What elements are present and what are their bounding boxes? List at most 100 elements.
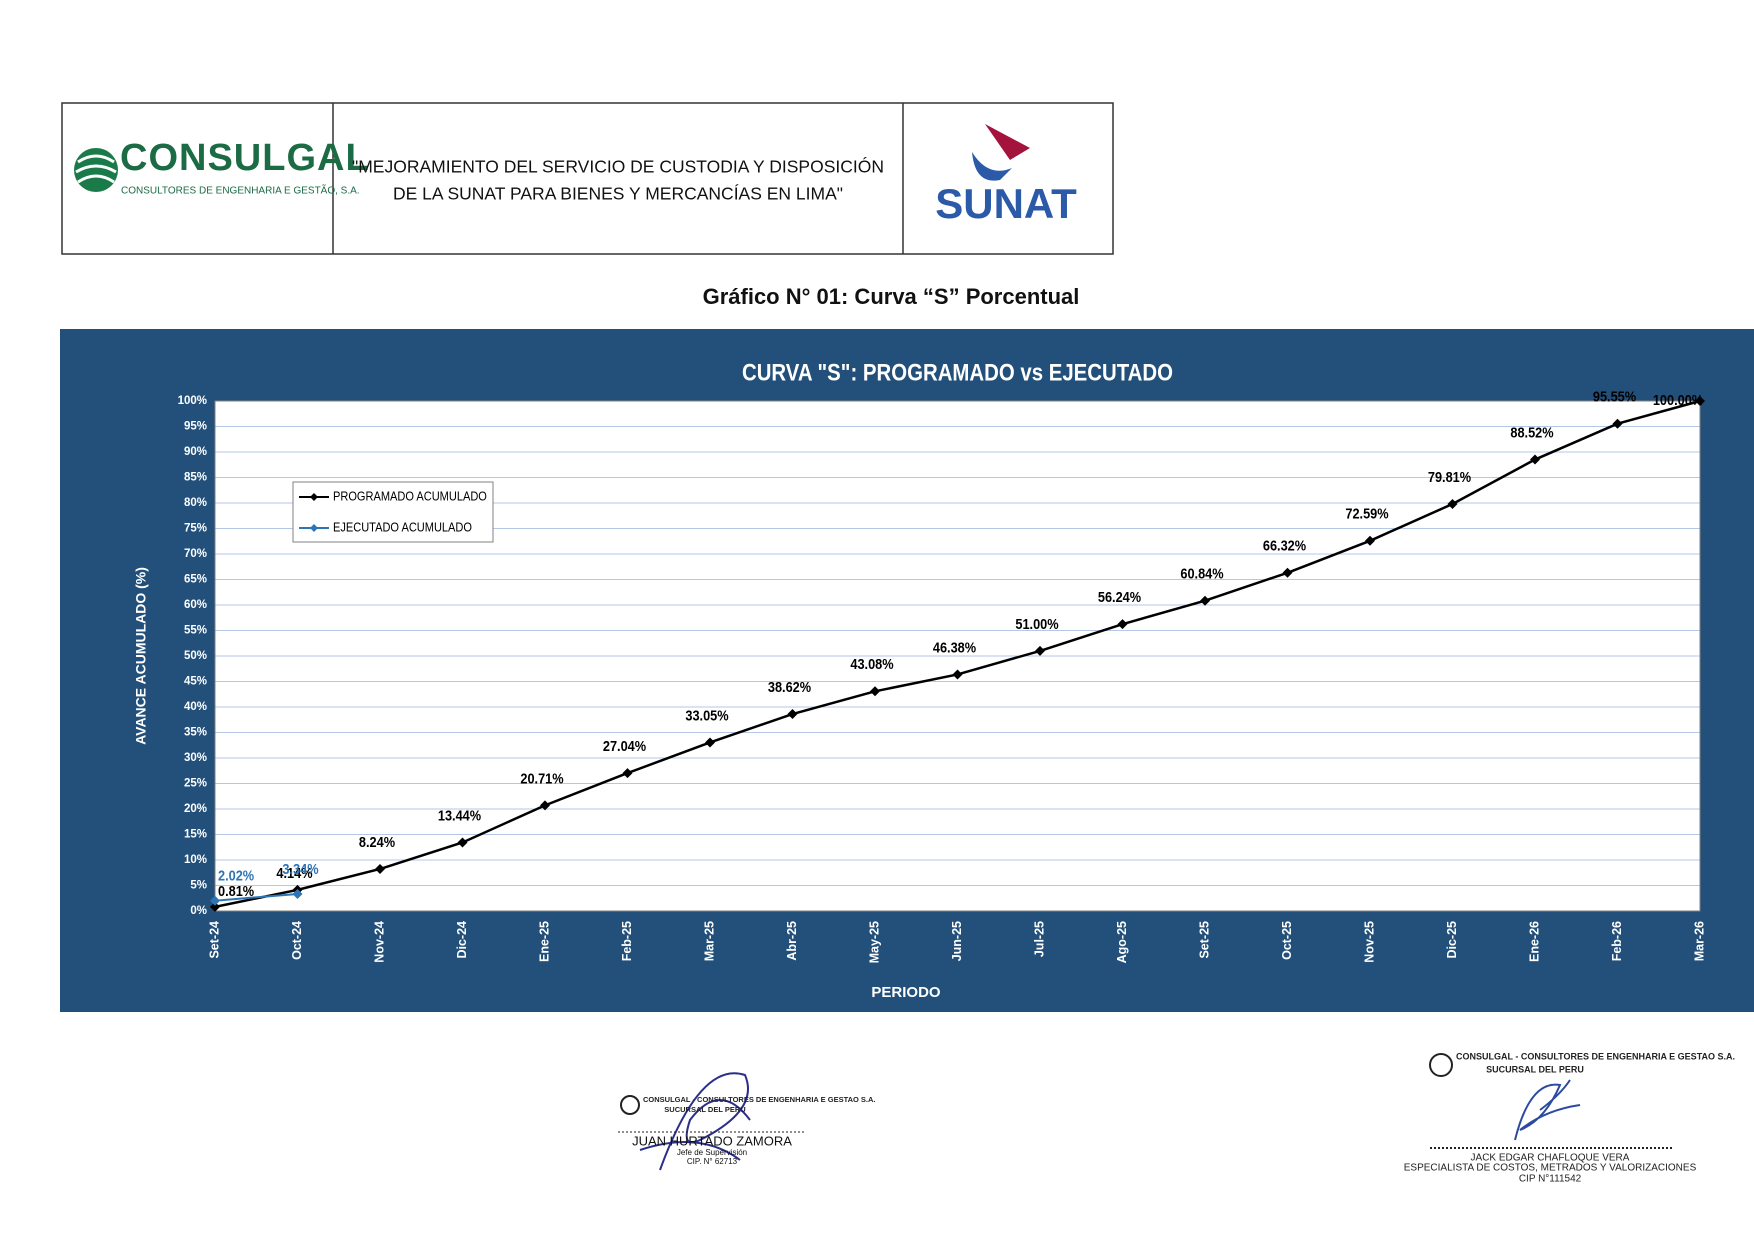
x-tick-label: Ene-26 [1527, 921, 1541, 962]
data-point [787, 709, 798, 720]
legend-marker [310, 524, 318, 532]
data-label: 38.62% [768, 678, 811, 695]
y-tick-label: 10% [184, 854, 207, 866]
project-title: DE LA SUNAT PARA BIENES Y MERCANCÍAS EN … [393, 184, 843, 204]
data-label: 13.44% [438, 806, 481, 823]
figure-caption: Gráfico N° 01: Curva “S” Porcentual [703, 284, 1080, 309]
data-label: 79.81% [1428, 468, 1471, 485]
data-point [1695, 396, 1705, 406]
chart: CURVA "S": PROGRAMADO vs EJECUTADO PERIOD… [133, 359, 1707, 1001]
project-title: "MEJORAMIENTO DEL SERVICIO DE CUSTODIA Y… [352, 156, 884, 177]
chart-title: CURVA "S": PROGRAMADO vs EJECUTADO [742, 359, 1173, 386]
data-label: 3.34% [282, 860, 318, 877]
data-label: 66.32% [1263, 537, 1306, 554]
data-label: 8.24% [359, 833, 395, 850]
y-tick-label: 85% [184, 472, 207, 484]
y-tick-label: 50% [184, 650, 207, 662]
data-point [952, 669, 963, 680]
data-label: 56.24% [1098, 588, 1141, 605]
y-tick-label: 45% [184, 676, 207, 688]
data-point [1530, 454, 1540, 465]
signature-cip: CIP. N° 62713 [687, 1157, 738, 1166]
data-point [1447, 498, 1458, 509]
data-label: 4.14% [276, 864, 312, 881]
y-tick-label: 90% [184, 446, 207, 458]
sunat-name: SUNAT [935, 180, 1077, 227]
data-point [870, 686, 880, 697]
x-tick-label: Jun-25 [950, 921, 964, 961]
x-tick-label: Ene-25 [537, 921, 551, 962]
data-point [1612, 418, 1623, 429]
data-point [622, 768, 633, 779]
signature-scribble [639, 1072, 751, 1171]
x-tick-label: Nov-24 [372, 921, 386, 963]
signature-role: ESPECIALISTA DE COSTOS, METRADOS Y VALOR… [1404, 1163, 1697, 1174]
y-tick-label: 75% [184, 523, 207, 535]
x-tick-label: Abr-25 [785, 921, 799, 961]
y-tick-label: 100% [178, 395, 207, 407]
series-line [214, 892, 298, 902]
data-point [210, 901, 220, 912]
signature-cip: CIP N°111542 [1519, 1174, 1582, 1185]
x-tick-label: Ago-25 [1115, 921, 1129, 963]
legend-box [292, 481, 494, 543]
x-tick-label: Feb-25 [620, 921, 634, 961]
x-tick-label: Jul-25 [1032, 921, 1046, 957]
data-point [705, 737, 715, 748]
data-label: 20.71% [520, 769, 563, 786]
x-tick-label: Dic-24 [455, 921, 469, 959]
y-tick-label: 95% [184, 421, 207, 433]
x-tick-label: Mar-26 [1692, 921, 1706, 961]
data-label: 27.04% [603, 737, 646, 754]
plot-border [214, 400, 1701, 912]
data-label: 51.00% [1015, 615, 1058, 632]
data-point [540, 800, 550, 811]
y-tick-label: 55% [184, 625, 207, 637]
data-label: 43.08% [850, 655, 893, 672]
signature-left: CONSULGAL - CONSULTORES DE ENGENHARIA E … [618, 1072, 876, 1171]
signature-scribble [1514, 1079, 1581, 1141]
data-label: 2.02% [218, 867, 254, 884]
signature-company: CONSULGAL - CONSULTORES DE ENGENHARIA E … [643, 1095, 876, 1104]
y-tick-label: 5% [190, 880, 207, 892]
data-label: 60.84% [1180, 565, 1223, 582]
data-point [1365, 535, 1375, 546]
y-tick-label: 70% [184, 548, 207, 560]
data-label: 33.05% [685, 706, 728, 723]
data-label: 100.00% [1653, 391, 1703, 408]
y-tick-label: 25% [184, 778, 207, 790]
data-label: 72.59% [1345, 505, 1388, 522]
signature-right: CONSULGAL - CONSULTORES DE ENGENHARIA E … [1404, 1051, 1735, 1184]
data-point [1117, 619, 1128, 630]
consulgal-name: CONSULGAL [120, 137, 370, 179]
y-tick-label: 80% [184, 497, 207, 509]
x-tick-label: Dic-25 [1445, 921, 1459, 959]
sunat-mark [972, 152, 1012, 181]
x-tick-label: Set-24 [207, 921, 221, 959]
header-frame [61, 102, 1114, 255]
legend-marker [310, 493, 318, 501]
consulgal-subtitle: CONSULTORES DE ENGENHARIA E GESTÃO, S.A. [121, 184, 360, 197]
y-tick-label: 15% [184, 829, 207, 841]
y-tick-label: 20% [184, 803, 207, 815]
y-tick-label: 0% [190, 905, 207, 917]
data-point [210, 895, 220, 906]
legend-label: PROGRAMADO ACUMULADO [333, 489, 487, 504]
signature-role: Jefe de Supervisión [677, 1148, 747, 1157]
header: CONSULGAL CONSULTORES DE ENGENHARIA E GE… [61, 102, 1114, 255]
signature-branch: SUCURSAL DEL PERU [664, 1105, 745, 1114]
data-point [457, 837, 468, 848]
y-tick-label: 30% [184, 752, 207, 764]
x-tick-label: Oct-25 [1280, 921, 1294, 960]
x-axis-label: PERIODO [871, 984, 941, 1001]
x-tick-label: Feb-26 [1610, 921, 1624, 961]
signature-name: JACK EDGAR CHAFLOQUE VERA [1471, 1153, 1630, 1164]
signature-company: CONSULGAL - CONSULTORES DE ENGENHARIA E … [1456, 1051, 1735, 1061]
x-tick-label: Set-25 [1197, 921, 1211, 959]
x-tick-label: Mar-25 [702, 921, 716, 961]
seal-icon [1429, 1053, 1453, 1077]
y-tick-label: 60% [184, 599, 207, 611]
x-tick-label: Nov-25 [1362, 921, 1376, 963]
